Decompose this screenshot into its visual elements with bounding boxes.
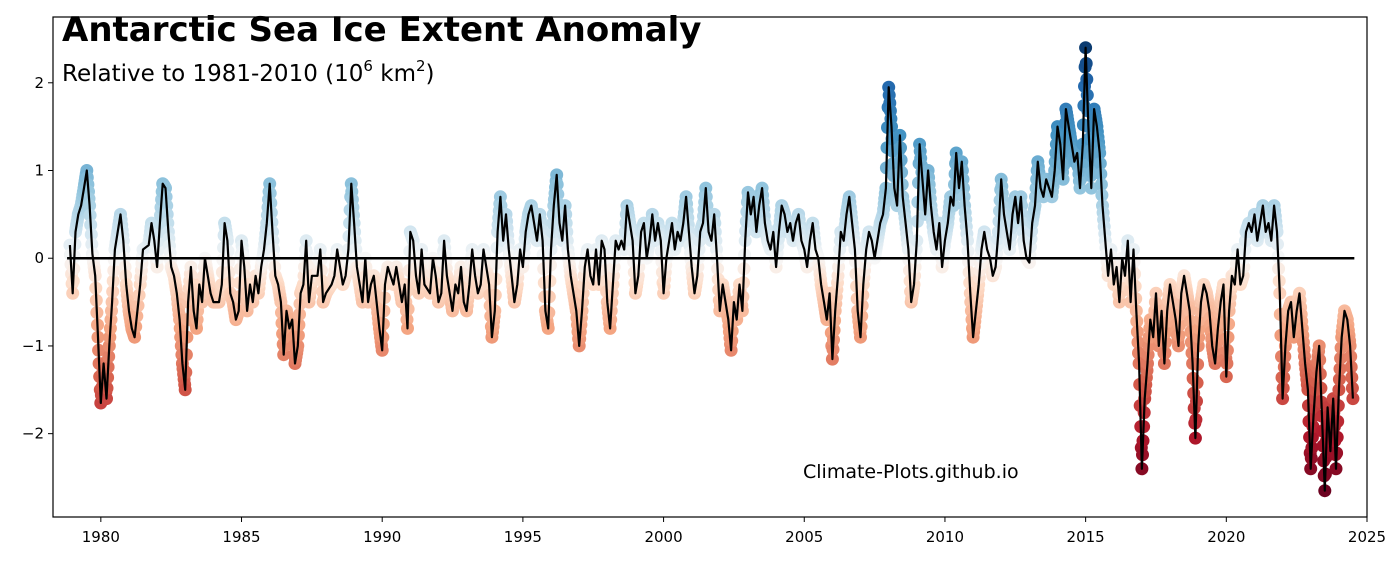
y-tick-label: 2 (34, 74, 44, 92)
plot-frame (52, 16, 1368, 518)
x-tick-label: 1990 (363, 528, 401, 546)
x-tick-label: 2015 (1067, 528, 1105, 546)
x-tick-label: 2000 (644, 528, 682, 546)
x-tick-label: 1995 (504, 528, 542, 546)
x-axis: 1980 1985 1990 1995 2000 2005 2010 2015 2020 2025 (82, 517, 1386, 546)
x-tick-label: 2010 (926, 528, 964, 546)
y-axis: −2 −1 0 1 2 (22, 74, 53, 443)
x-tick-label: 2025 (1348, 528, 1386, 546)
y-tick-label: 1 (34, 162, 44, 180)
y-tick-label: −1 (22, 337, 44, 355)
anomaly-series-line (68, 46, 1354, 492)
chart-subtitle: Relative to 1981-2010 (106 km2) (62, 57, 435, 87)
chart-title: Antarctic Sea Ice Extent Anomaly (62, 10, 701, 50)
y-tick-label: 0 (34, 249, 44, 267)
x-tick-label: 2005 (785, 528, 823, 546)
x-tick-label: 1980 (82, 528, 120, 546)
y-tick-label: −2 (22, 425, 44, 443)
x-tick-label: 1985 (222, 528, 260, 546)
x-tick-label: 2020 (1207, 528, 1245, 546)
credit-text: Climate-Plots.github.io (803, 461, 1019, 483)
